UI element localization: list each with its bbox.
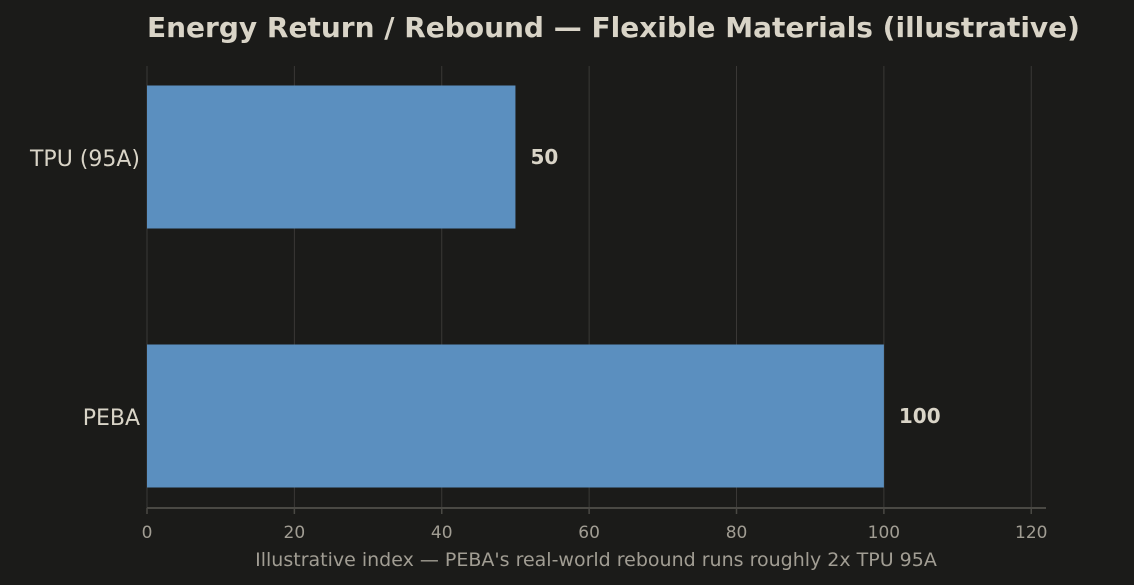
x-tick-label-80: 80	[726, 523, 748, 543]
x-tick-label-100: 100	[868, 523, 900, 543]
x-axis-title: Illustrative index — PEBA's real-world r…	[255, 549, 937, 571]
bar-1	[147, 344, 884, 488]
category-label-1: PEBA	[83, 406, 140, 431]
bars	[147, 85, 884, 488]
chart-title: Energy Return / Rebound — Flexible Mater…	[147, 11, 1080, 44]
x-tick-label-20: 20	[284, 523, 306, 543]
x-tick-label-0: 0	[142, 523, 153, 543]
x-tick-label-120: 120	[1015, 523, 1047, 543]
bar-0	[147, 85, 516, 229]
bar-value-label-0: 50	[530, 145, 558, 169]
x-axis: 0 20 40 60 80 100 120	[142, 507, 1047, 543]
x-tick-label-60: 60	[578, 523, 600, 543]
bar-value-label-1: 100	[899, 404, 941, 428]
labels: 50 TPU (95A) 100 PEBA	[29, 145, 941, 431]
category-label-0: TPU (95A)	[29, 147, 140, 172]
x-tick-label-40: 40	[431, 523, 453, 543]
